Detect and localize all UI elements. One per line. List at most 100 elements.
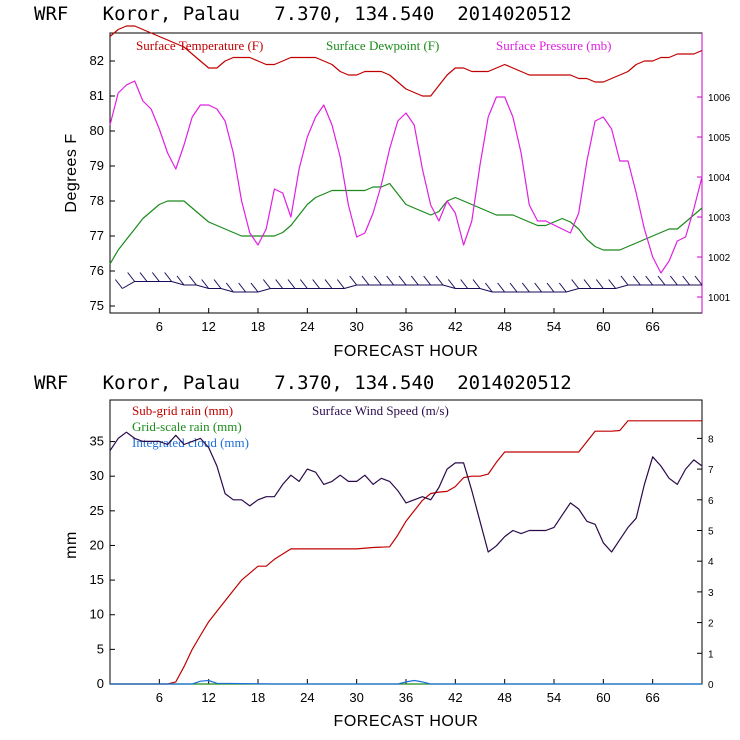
top-right-ticks: 1001 1002 1003 1004 1005 1006 <box>697 93 731 304</box>
x-tick-label: 24 <box>300 690 314 705</box>
y-tick-label: 15 <box>90 572 104 587</box>
top-y-ticks: 75 76 77 78 79 80 81 82 <box>90 53 115 313</box>
x-tick-label: 12 <box>201 319 215 334</box>
legend-surface-dewpoint: Surface Dewpoint (F) <box>326 38 439 53</box>
wind-barb <box>250 282 259 293</box>
bottom-y-axis-label: mm <box>63 531 80 559</box>
legend-subgrid-rain: Sub-grid rain (mm) <box>132 403 233 418</box>
wind-barb <box>398 275 407 286</box>
x-tick-label: 42 <box>448 690 462 705</box>
series-line-surface-temperature-f <box>109 25 703 97</box>
right-tick-label: 0 <box>708 680 714 691</box>
right-tick-label: 3 <box>708 588 714 599</box>
x-tick-label: 54 <box>547 319 561 334</box>
wind-barb <box>620 275 629 286</box>
y-tick-label: 35 <box>90 434 104 449</box>
wind-barb <box>324 279 333 289</box>
wind-barb <box>114 279 123 289</box>
x-tick-label: 54 <box>547 690 561 705</box>
series-line-sub-grid-rain-mm <box>110 420 702 685</box>
wind-barb <box>361 275 370 286</box>
wind-barb <box>509 282 518 293</box>
x-tick-label: 66 <box>645 690 659 705</box>
wind-barb <box>287 279 296 289</box>
wind-barb <box>151 272 160 282</box>
wind-barb <box>312 279 321 289</box>
right-tick-label: 1005 <box>708 133 731 144</box>
wind-barb <box>669 275 678 286</box>
series-line-integrated-cloud-mm <box>110 679 702 685</box>
wind-barb <box>595 279 604 289</box>
wind-barb <box>583 279 592 289</box>
wind-barb <box>694 275 703 286</box>
wind-barb <box>682 275 691 286</box>
wind-barb <box>386 275 395 286</box>
bottom-y-ticks: 0 5 10 15 20 25 30 35 <box>90 434 115 691</box>
wind-barb <box>349 275 358 286</box>
top-panel: WRF Koror, Palau 7.370, 134.540 20140205… <box>34 3 731 360</box>
wind-barb <box>546 282 555 293</box>
x-tick-label: 42 <box>448 319 462 334</box>
wind-barb <box>521 282 530 293</box>
wind-barb <box>238 282 247 293</box>
top-x-axis-label: FORECAST HOUR <box>334 343 479 360</box>
x-tick-label: 36 <box>399 690 413 705</box>
legend-surface-pressure: Surface Pressure (mb) <box>496 38 612 53</box>
wind-barb <box>632 275 641 286</box>
bottom-series <box>109 420 703 685</box>
right-tick-label: 1003 <box>708 213 731 224</box>
right-tick-label: 1002 <box>708 253 731 264</box>
wind-barb <box>484 282 493 293</box>
right-tick-label: 1 <box>708 649 714 660</box>
wind-barb <box>164 272 173 282</box>
top-legend: Surface Temperature (F) Surface Dewpoint… <box>136 38 612 53</box>
wind-barb <box>225 282 234 293</box>
y-tick-label: 5 <box>97 641 104 656</box>
wind-barb-staff <box>122 281 702 293</box>
bottom-chart-title: WRF Koror, Palau 7.370, 134.540 20140205… <box>34 372 572 394</box>
top-chart-title: WRF Koror, Palau 7.370, 134.540 20140205… <box>34 3 572 25</box>
wind-barb <box>645 275 654 286</box>
top-plot-frame <box>109 32 703 314</box>
y-tick-label: 77 <box>90 228 104 243</box>
right-tick-label: 8 <box>708 434 714 445</box>
wind-barb <box>127 272 136 282</box>
wind-barb <box>460 279 469 289</box>
legend-gridscale-rain: Grid-scale rain (mm) <box>132 419 242 434</box>
x-tick-label: 60 <box>596 319 610 334</box>
right-tick-label: 6 <box>708 496 714 507</box>
wind-barb <box>373 275 382 286</box>
x-tick-label: 30 <box>349 690 363 705</box>
x-tick-label: 48 <box>497 319 511 334</box>
right-tick-label: 4 <box>708 557 714 568</box>
right-tick-label: 1001 <box>708 293 731 304</box>
wind-barb <box>657 275 666 286</box>
wind-barb <box>497 282 506 293</box>
top-x-ticks: 6 12 18 24 30 36 42 48 54 60 66 <box>156 308 660 334</box>
y-tick-label: 30 <box>90 468 104 483</box>
x-tick-label: 6 <box>156 319 163 334</box>
wind-barb <box>435 275 444 286</box>
right-tick-label: 1004 <box>708 173 731 184</box>
wind-barb <box>262 279 271 289</box>
series-line-surface-pressure-mb <box>109 80 703 274</box>
top-y-axis-label: Degrees F <box>63 133 80 212</box>
y-tick-label: 10 <box>90 607 104 622</box>
y-tick-label: 79 <box>90 158 104 173</box>
wind-barb <box>558 282 567 293</box>
bottom-legend: Sub-grid rain (mm) Grid-scale rain (mm) … <box>132 403 449 450</box>
wind-barb <box>534 282 543 293</box>
y-tick-label: 78 <box>90 193 104 208</box>
x-tick-label: 66 <box>645 319 659 334</box>
y-tick-label: 20 <box>90 537 104 552</box>
y-tick-label: 81 <box>90 88 104 103</box>
right-tick-label: 1006 <box>708 93 731 104</box>
series-line-surface-wind-speed-m-s <box>109 431 703 553</box>
bottom-x-ticks: 6 12 18 24 30 36 42 48 54 60 66 <box>156 679 660 705</box>
wind-barb <box>299 279 308 289</box>
x-tick-label: 60 <box>596 690 610 705</box>
wind-barb <box>201 279 210 289</box>
wind-barb <box>188 275 197 286</box>
wind-barb <box>176 275 185 286</box>
